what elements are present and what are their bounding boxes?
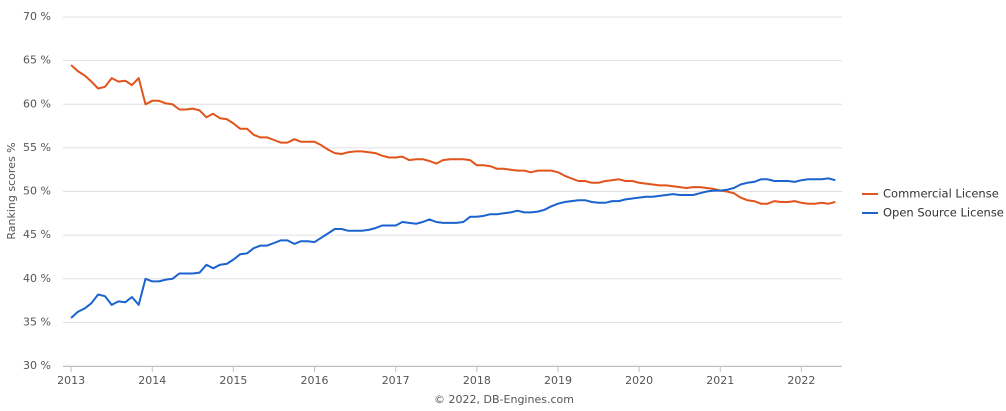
y-tick-label: 60 %: [23, 97, 51, 110]
legend-label: Commercial License: [883, 187, 999, 201]
x-tick-label: 2015: [219, 374, 247, 387]
x-tick-label: 2016: [301, 374, 329, 387]
legend-label: Open Source License: [883, 206, 1004, 220]
x-tick-label: 2017: [382, 374, 410, 387]
x-tick-label: 2019: [544, 374, 572, 387]
legend: Commercial License Open Source License: [862, 187, 1004, 220]
y-axis-label: Ranking scores %: [5, 142, 18, 239]
y-tick-label: 45 %: [23, 228, 51, 241]
x-tick-label: 2021: [706, 374, 734, 387]
credit: © 2022, DB-Engines.com: [434, 393, 574, 406]
y-tick-label: 35 %: [23, 315, 51, 328]
x-tick-label: 2018: [463, 374, 491, 387]
series-line: [70, 64, 836, 205]
y-tick-label: 70 %: [23, 10, 51, 23]
y-tick-label: 30 %: [23, 359, 51, 372]
x-tick-label: 2013: [57, 374, 85, 387]
x-tick-label: 2020: [625, 374, 653, 387]
y-tick-label: 65 %: [23, 54, 51, 67]
series-line: [70, 177, 836, 319]
x-tick-label: 2022: [787, 374, 815, 387]
y-tick-label: 55 %: [23, 141, 51, 154]
y-tick-label: 50 %: [23, 185, 51, 198]
y-tick-label: 40 %: [23, 272, 51, 285]
x-tick-label: 2014: [138, 374, 166, 387]
